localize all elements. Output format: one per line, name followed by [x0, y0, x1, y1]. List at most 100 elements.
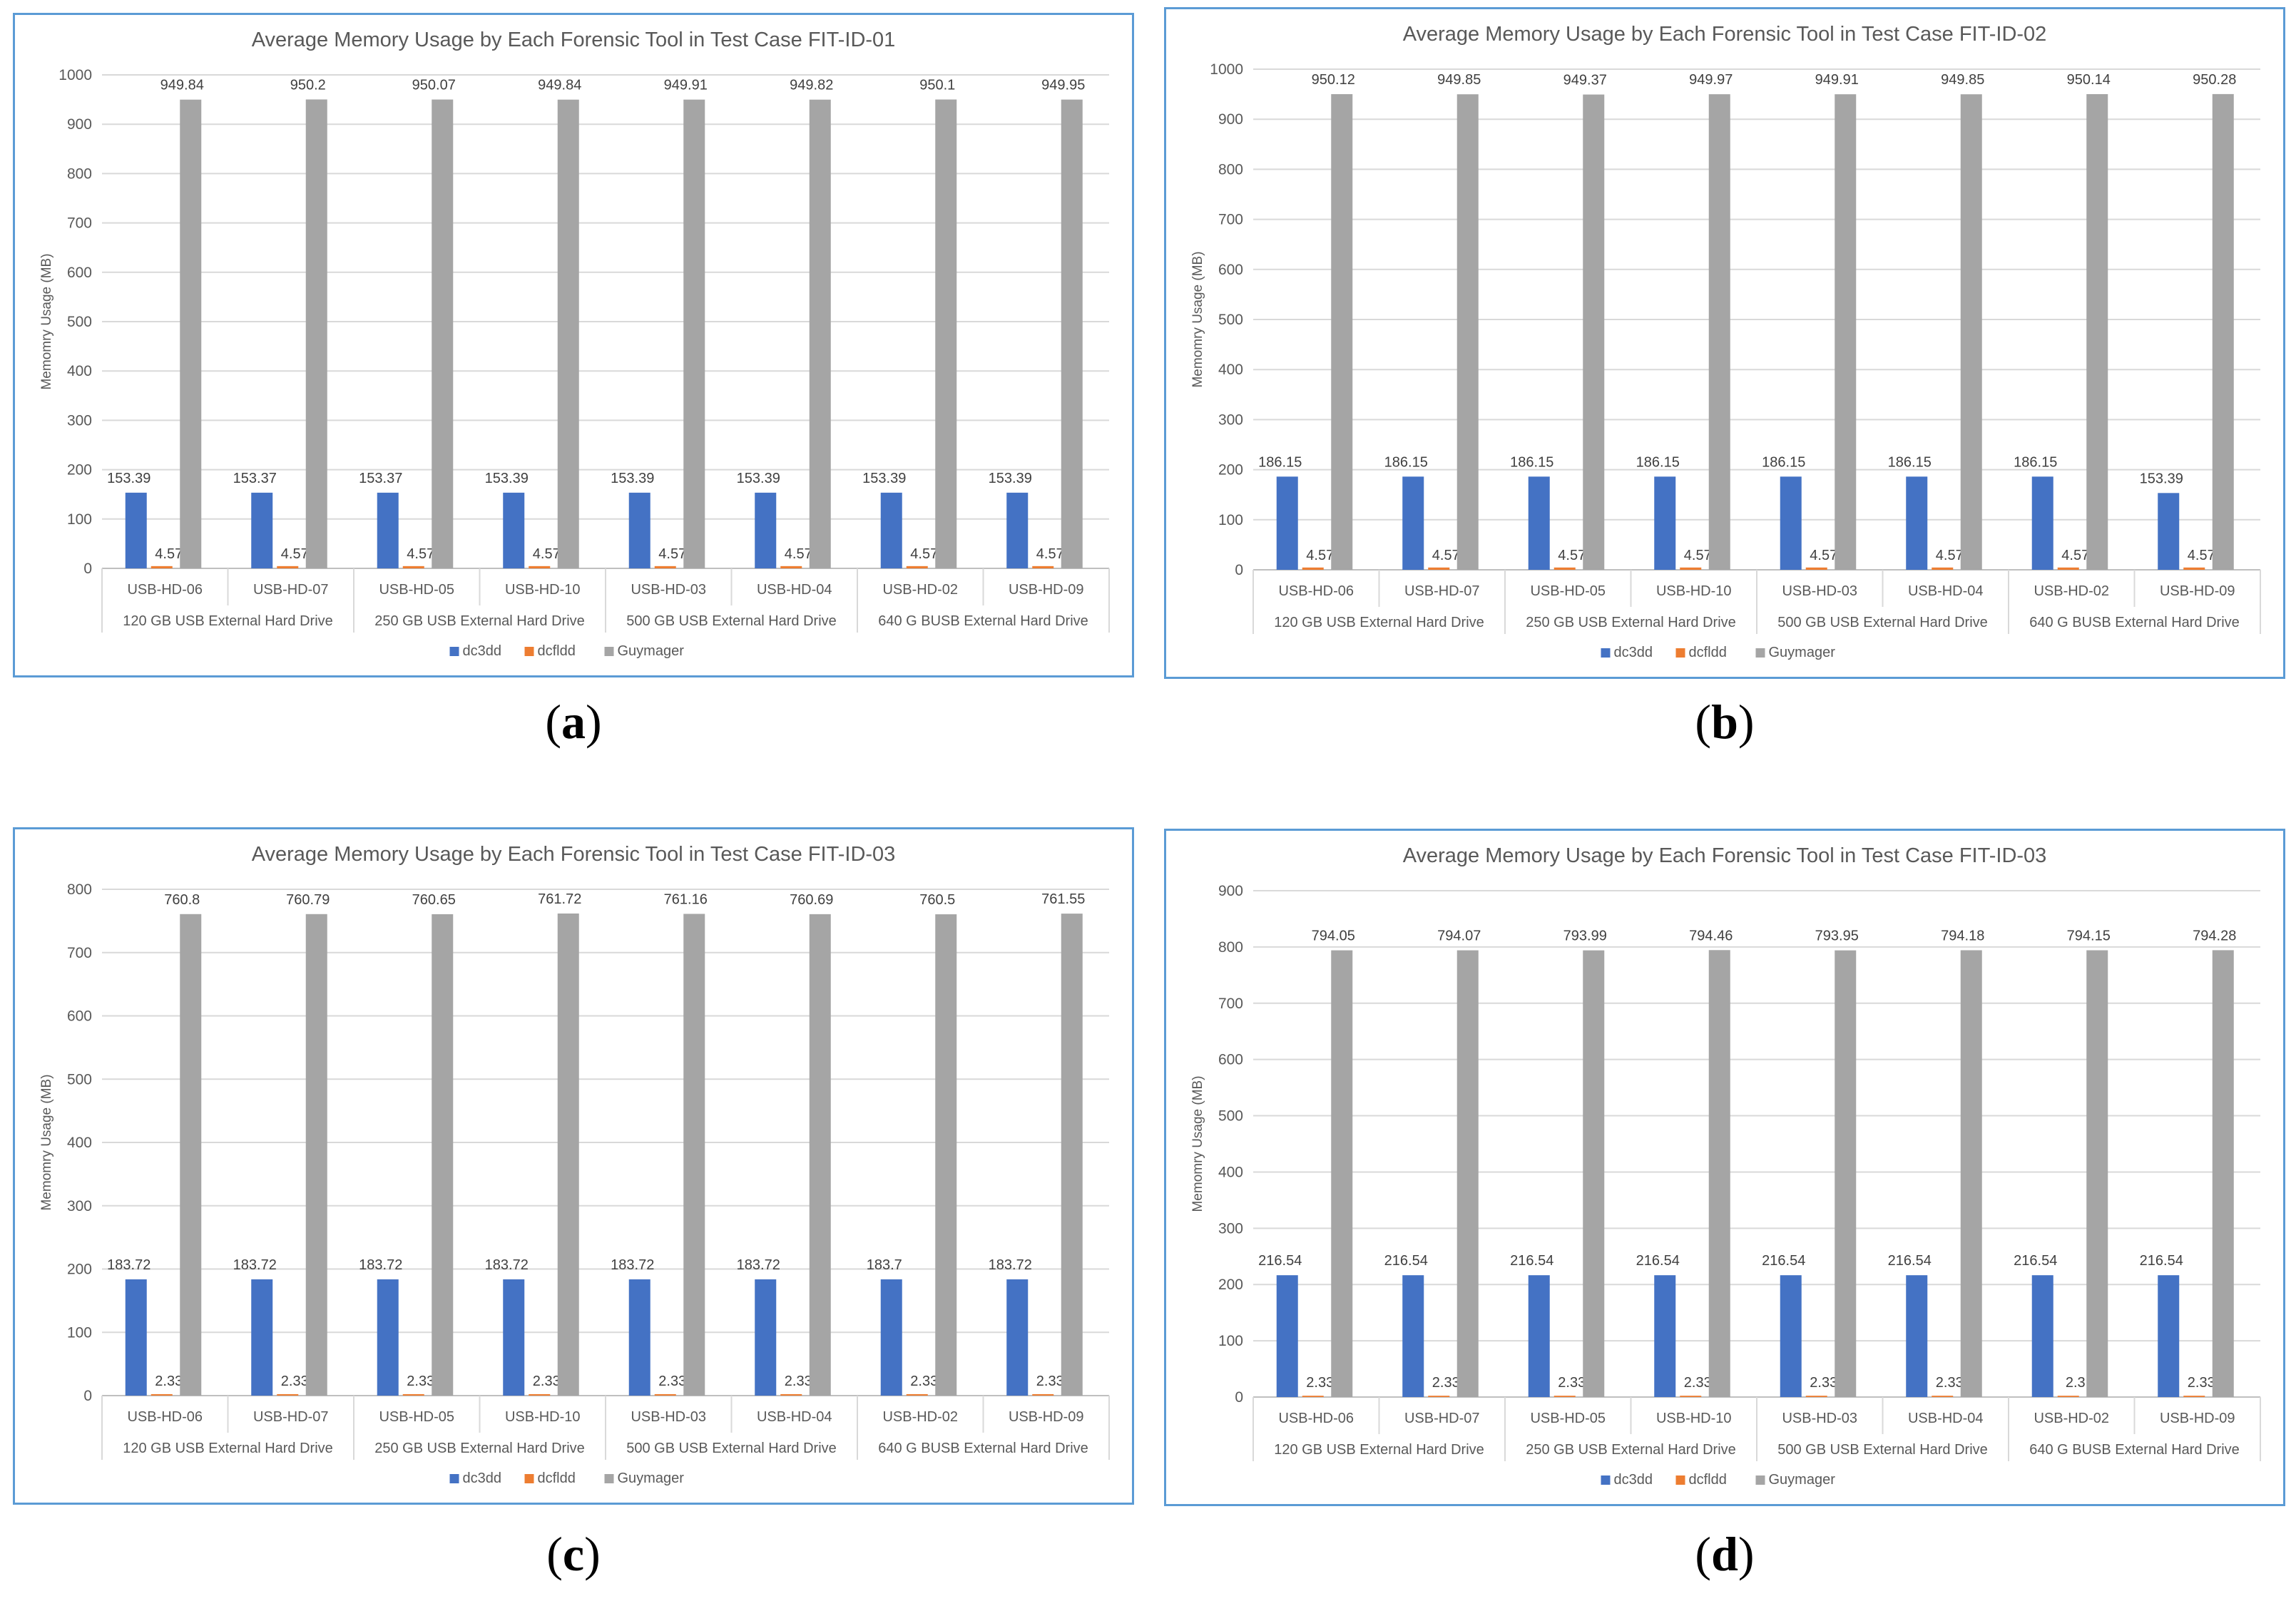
bar-b-dcfldd-6	[2057, 567, 2079, 570]
y-tick-d-0: 0	[1235, 1389, 1243, 1406]
bar-c-dc3dd-3	[503, 1279, 525, 1396]
x-tick-c-7: USB-HD-09	[1009, 1409, 1084, 1425]
bar-a-Guymager-4	[683, 99, 705, 568]
bar-a-Guymager-5	[809, 99, 831, 569]
bar-b-dc3dd-7	[2158, 493, 2180, 570]
y-tick-c-0: 0	[83, 1388, 92, 1404]
y-tick-b-500: 500	[1218, 312, 1243, 328]
bar-b-Guymager-0	[1331, 94, 1353, 571]
x-tick-a-4: USB-HD-03	[631, 582, 706, 598]
bar-c-Guymager-2	[432, 914, 454, 1396]
group-label-c-2: 500 GB USB External Hard Drive	[626, 1441, 837, 1456]
x-tick-c-6: USB-HD-02	[882, 1409, 958, 1425]
bar-c-dc3dd-6	[880, 1279, 902, 1396]
caption-d: (d)	[1695, 1527, 1755, 1581]
bar-b-Guymager-1	[1456, 94, 1479, 570]
data-label-d-dcfldd-2: 2.33	[1558, 1375, 1586, 1391]
bar-b-Guymager-6	[2086, 94, 2108, 570]
group-label-c-1: 250 GB USB External Hard Drive	[374, 1441, 585, 1456]
bar-b-dc3dd-3	[1654, 476, 1676, 570]
chart-b: Average Memory Usage by Each Forensic To…	[1190, 23, 2261, 660]
bar-d-dc3dd-3	[1654, 1275, 1676, 1397]
bar-c-dcfldd-5	[780, 1393, 802, 1396]
bar-a-dc3dd-7	[1006, 492, 1029, 568]
legend-swatch-a-dc3dd	[449, 647, 459, 656]
bar-a-dcfldd-1	[277, 566, 299, 568]
bar-c-Guymager-5	[809, 914, 831, 1396]
data-label-a-dc3dd-7: 153.39	[989, 471, 1032, 486]
bar-b-dcfldd-4	[1805, 567, 1827, 570]
y-tick-a-200: 200	[67, 462, 92, 479]
x-tick-c-5: USB-HD-04	[757, 1409, 832, 1425]
bar-d-dc3dd-5	[1906, 1275, 1928, 1397]
bar-a-dc3dd-3	[503, 492, 525, 568]
y-tick-c-800: 800	[67, 881, 92, 898]
x-tick-d-5: USB-HD-04	[1908, 1411, 1984, 1426]
bar-c-dcfldd-2	[402, 1393, 424, 1396]
bar-a-dcfldd-0	[150, 566, 173, 568]
data-label-b-dcfldd-0: 4.57	[1306, 548, 1334, 563]
y-tick-d-100: 100	[1218, 1333, 1243, 1349]
y-tick-c-100: 100	[67, 1324, 92, 1341]
legend-swatch-d-Guymager	[1755, 1475, 1765, 1485]
legend-label-d-Guymager: Guymager	[1769, 1472, 1836, 1488]
data-label-c-dc3dd-0: 183.72	[107, 1257, 150, 1273]
x-tick-a-7: USB-HD-09	[1009, 582, 1084, 598]
x-tick-c-1: USB-HD-07	[253, 1409, 329, 1425]
y-tick-d-500: 500	[1218, 1108, 1243, 1125]
bar-b-dcfldd-5	[1932, 567, 1954, 570]
x-tick-b-2: USB-HD-05	[1530, 583, 1606, 599]
bar-d-dcfldd-1	[1428, 1396, 1450, 1397]
data-label-b-Guymager-7: 950.28	[2193, 72, 2236, 88]
bar-c-dcfldd-4	[654, 1393, 676, 1396]
bar-d-dc3dd-6	[2031, 1275, 2053, 1397]
x-tick-c-2: USB-HD-05	[379, 1409, 454, 1425]
data-label-a-dcfldd-3: 4.57	[533, 546, 561, 562]
x-tick-b-0: USB-HD-06	[1278, 583, 1354, 599]
bar-b-dc3dd-2	[1528, 476, 1550, 570]
bar-c-dc3dd-4	[628, 1279, 650, 1396]
bar-a-dcfldd-7	[1032, 566, 1054, 568]
data-label-a-dc3dd-3: 153.39	[485, 471, 529, 486]
data-label-d-dc3dd-3: 216.54	[1636, 1253, 1680, 1269]
bar-d-dc3dd-7	[2158, 1275, 2180, 1397]
data-label-c-dc3dd-7: 183.72	[989, 1257, 1032, 1273]
bar-d-dcfldd-7	[2183, 1396, 2205, 1397]
legend-swatch-a-Guymager	[604, 647, 614, 656]
legend-swatch-c-Guymager	[604, 1474, 614, 1483]
data-label-b-dc3dd-6: 186.15	[2014, 454, 2057, 470]
bar-a-Guymager-0	[180, 99, 202, 569]
x-tick-a-5: USB-HD-04	[757, 582, 832, 598]
data-label-d-dcfldd-5: 2.33	[1936, 1375, 1964, 1391]
bar-d-dcfldd-0	[1302, 1396, 1324, 1397]
legend-swatch-b-Guymager	[1755, 648, 1765, 658]
y-tick-b-400: 400	[1218, 362, 1243, 378]
bar-c-dcfldd-6	[906, 1393, 928, 1396]
data-label-b-dc3dd-0: 186.15	[1258, 454, 1302, 470]
y-tick-a-500: 500	[67, 314, 92, 330]
bar-a-dc3dd-0	[125, 492, 147, 568]
bar-c-Guymager-3	[557, 913, 579, 1396]
data-label-a-Guymager-1: 950.2	[290, 77, 326, 93]
chart-a: Average Memory Usage by Each Forensic To…	[39, 29, 1110, 659]
y-tick-d-200: 200	[1218, 1277, 1243, 1293]
data-label-b-Guymager-1: 949.85	[1437, 72, 1481, 88]
chart-title-b: Average Memory Usage by Each Forensic To…	[1403, 23, 2047, 46]
bar-b-dcfldd-3	[1680, 567, 1702, 570]
legend-label-d-dc3dd: dc3dd	[1614, 1472, 1653, 1488]
legend-swatch-d-dc3dd	[1601, 1475, 1611, 1485]
chart-c: Average Memory Usage by Each Forensic To…	[39, 843, 1110, 1486]
y-tick-d-300: 300	[1218, 1220, 1243, 1237]
y-tick-b-200: 200	[1218, 462, 1243, 479]
data-label-b-Guymager-2: 949.37	[1563, 73, 1607, 88]
bar-c-dc3dd-0	[125, 1279, 147, 1396]
data-label-c-dc3dd-1: 183.72	[233, 1257, 277, 1273]
bar-a-dc3dd-5	[755, 492, 777, 568]
data-label-b-dcfldd-4: 4.57	[1810, 548, 1837, 563]
chart-panel-d: Average Memory Usage by Each Forensic To…	[1164, 829, 2285, 1506]
bar-a-dcfldd-3	[529, 566, 551, 568]
y-tick-b-800: 800	[1218, 161, 1243, 178]
caption-a: (a)	[545, 695, 602, 749]
legend-label-a-dcfldd: dcfldd	[538, 643, 576, 659]
data-label-a-Guymager-4: 949.91	[664, 78, 708, 93]
